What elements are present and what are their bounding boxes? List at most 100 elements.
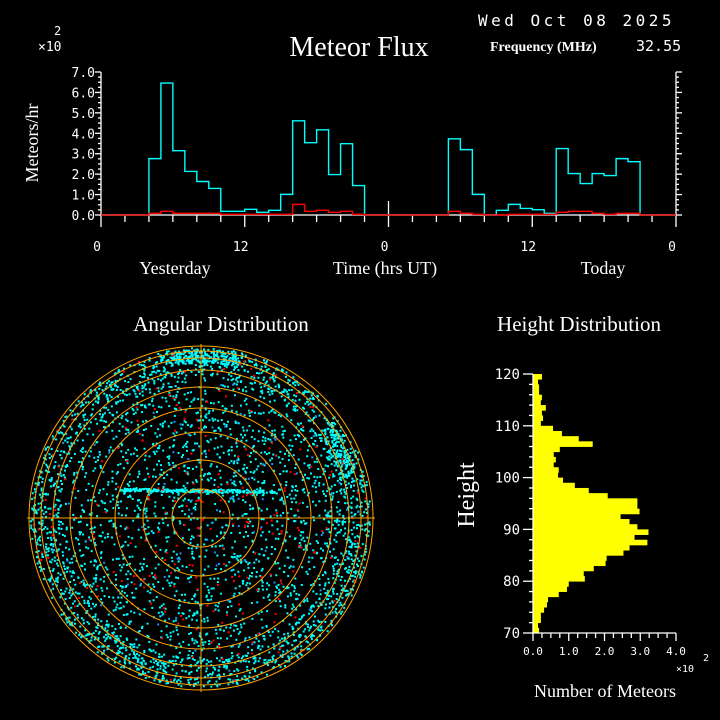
meteor-point <box>57 515 60 518</box>
meteor-point <box>332 569 335 572</box>
meteor-point <box>293 520 296 523</box>
meteor-point-alt <box>215 564 218 567</box>
meteor-point <box>175 656 178 659</box>
meteor-point <box>311 442 314 445</box>
meteor-point <box>364 528 367 531</box>
meteor-point <box>333 437 336 440</box>
meteor-point <box>69 570 72 573</box>
meteor-point <box>244 639 247 642</box>
meteor-point <box>91 602 94 605</box>
meteor-point <box>112 388 115 391</box>
meteor-point <box>198 634 201 637</box>
meteor-point <box>64 439 67 442</box>
meteor-point-alt <box>99 604 102 607</box>
meteor-point <box>307 560 310 563</box>
meteor-point <box>168 455 171 458</box>
meteor-point-sub <box>347 531 350 534</box>
meteor-point <box>224 363 227 366</box>
meteor-point <box>169 638 172 641</box>
meteor-point <box>324 433 327 436</box>
meteor-point-sub <box>269 573 272 576</box>
meteor-point <box>56 430 59 433</box>
meteor-point <box>96 565 99 568</box>
meteor-point <box>334 457 337 460</box>
meteor-point <box>152 450 155 453</box>
meteor-point <box>353 566 356 569</box>
meteor-point <box>267 387 270 390</box>
meteor-point <box>53 466 56 469</box>
height-bar <box>533 586 567 592</box>
meteor-point <box>261 470 264 473</box>
meteor-point <box>311 500 314 503</box>
meteor-point <box>159 423 162 426</box>
meteor-point <box>121 399 124 402</box>
meteor-point <box>75 431 78 434</box>
meteor-point <box>44 454 47 457</box>
meteor-point <box>275 509 278 512</box>
meteor-point <box>285 375 288 378</box>
meteor-point <box>73 452 76 455</box>
meteor-point <box>143 458 146 461</box>
meteor-point <box>207 565 210 568</box>
meteor-point <box>275 367 278 370</box>
meteor-point <box>171 668 174 671</box>
meteor-point <box>56 578 59 581</box>
meteor-point <box>357 570 360 573</box>
meteor-point <box>218 683 221 686</box>
meteor-point <box>341 470 344 473</box>
meteor-point <box>141 625 144 628</box>
meteor-point <box>151 606 154 609</box>
meteor-point-alt <box>239 412 242 415</box>
meteor-point <box>172 444 175 447</box>
meteor-point <box>59 596 62 599</box>
meteor-point <box>260 490 263 493</box>
meteor-point <box>287 459 290 462</box>
meteor-point <box>131 649 134 652</box>
meteor-point <box>351 477 354 480</box>
meteor-point <box>138 654 141 657</box>
meteor-point <box>143 608 146 611</box>
meteor-point <box>355 462 358 465</box>
meteor-point <box>48 531 51 534</box>
meteor-point <box>252 450 255 453</box>
meteor-point <box>239 480 242 483</box>
meteor-point-sub <box>40 551 43 554</box>
meteor-point <box>251 571 254 574</box>
meteor-point <box>335 534 338 537</box>
meteor-point <box>123 591 126 594</box>
meteor-point <box>364 553 367 556</box>
meteor-point <box>335 540 338 543</box>
meteor-point <box>119 635 122 638</box>
meteor-point <box>116 652 119 655</box>
meteor-point <box>306 600 309 603</box>
meteor-point <box>211 359 214 362</box>
meteor-point <box>125 394 128 397</box>
meteor-point <box>48 478 51 481</box>
height-bar <box>533 446 560 453</box>
meteor-point <box>344 450 347 453</box>
meteor-point-sub <box>199 431 202 434</box>
meteor-point <box>148 357 151 360</box>
meteor-point <box>133 596 136 599</box>
meteor-point <box>177 612 180 615</box>
meteor-point <box>248 675 251 678</box>
meteor-point <box>154 361 157 364</box>
meteor-point <box>204 489 207 492</box>
meteor-point <box>350 497 353 500</box>
meteor-point <box>210 401 213 404</box>
meteor-point <box>164 670 167 673</box>
meteor-point <box>73 471 76 474</box>
height-bar <box>533 576 585 582</box>
meteor-point <box>205 670 208 673</box>
meteor-point <box>344 467 347 470</box>
meteor-point <box>94 578 97 581</box>
meteor-point <box>216 674 219 677</box>
meteor-point <box>133 490 136 493</box>
meteor-point <box>135 430 138 433</box>
meteor-point <box>336 510 339 513</box>
meteor-point <box>187 355 190 358</box>
meteor-point <box>93 618 96 621</box>
meteor-point <box>353 542 356 545</box>
meteor-point <box>334 441 337 444</box>
meteor-point <box>279 498 282 501</box>
